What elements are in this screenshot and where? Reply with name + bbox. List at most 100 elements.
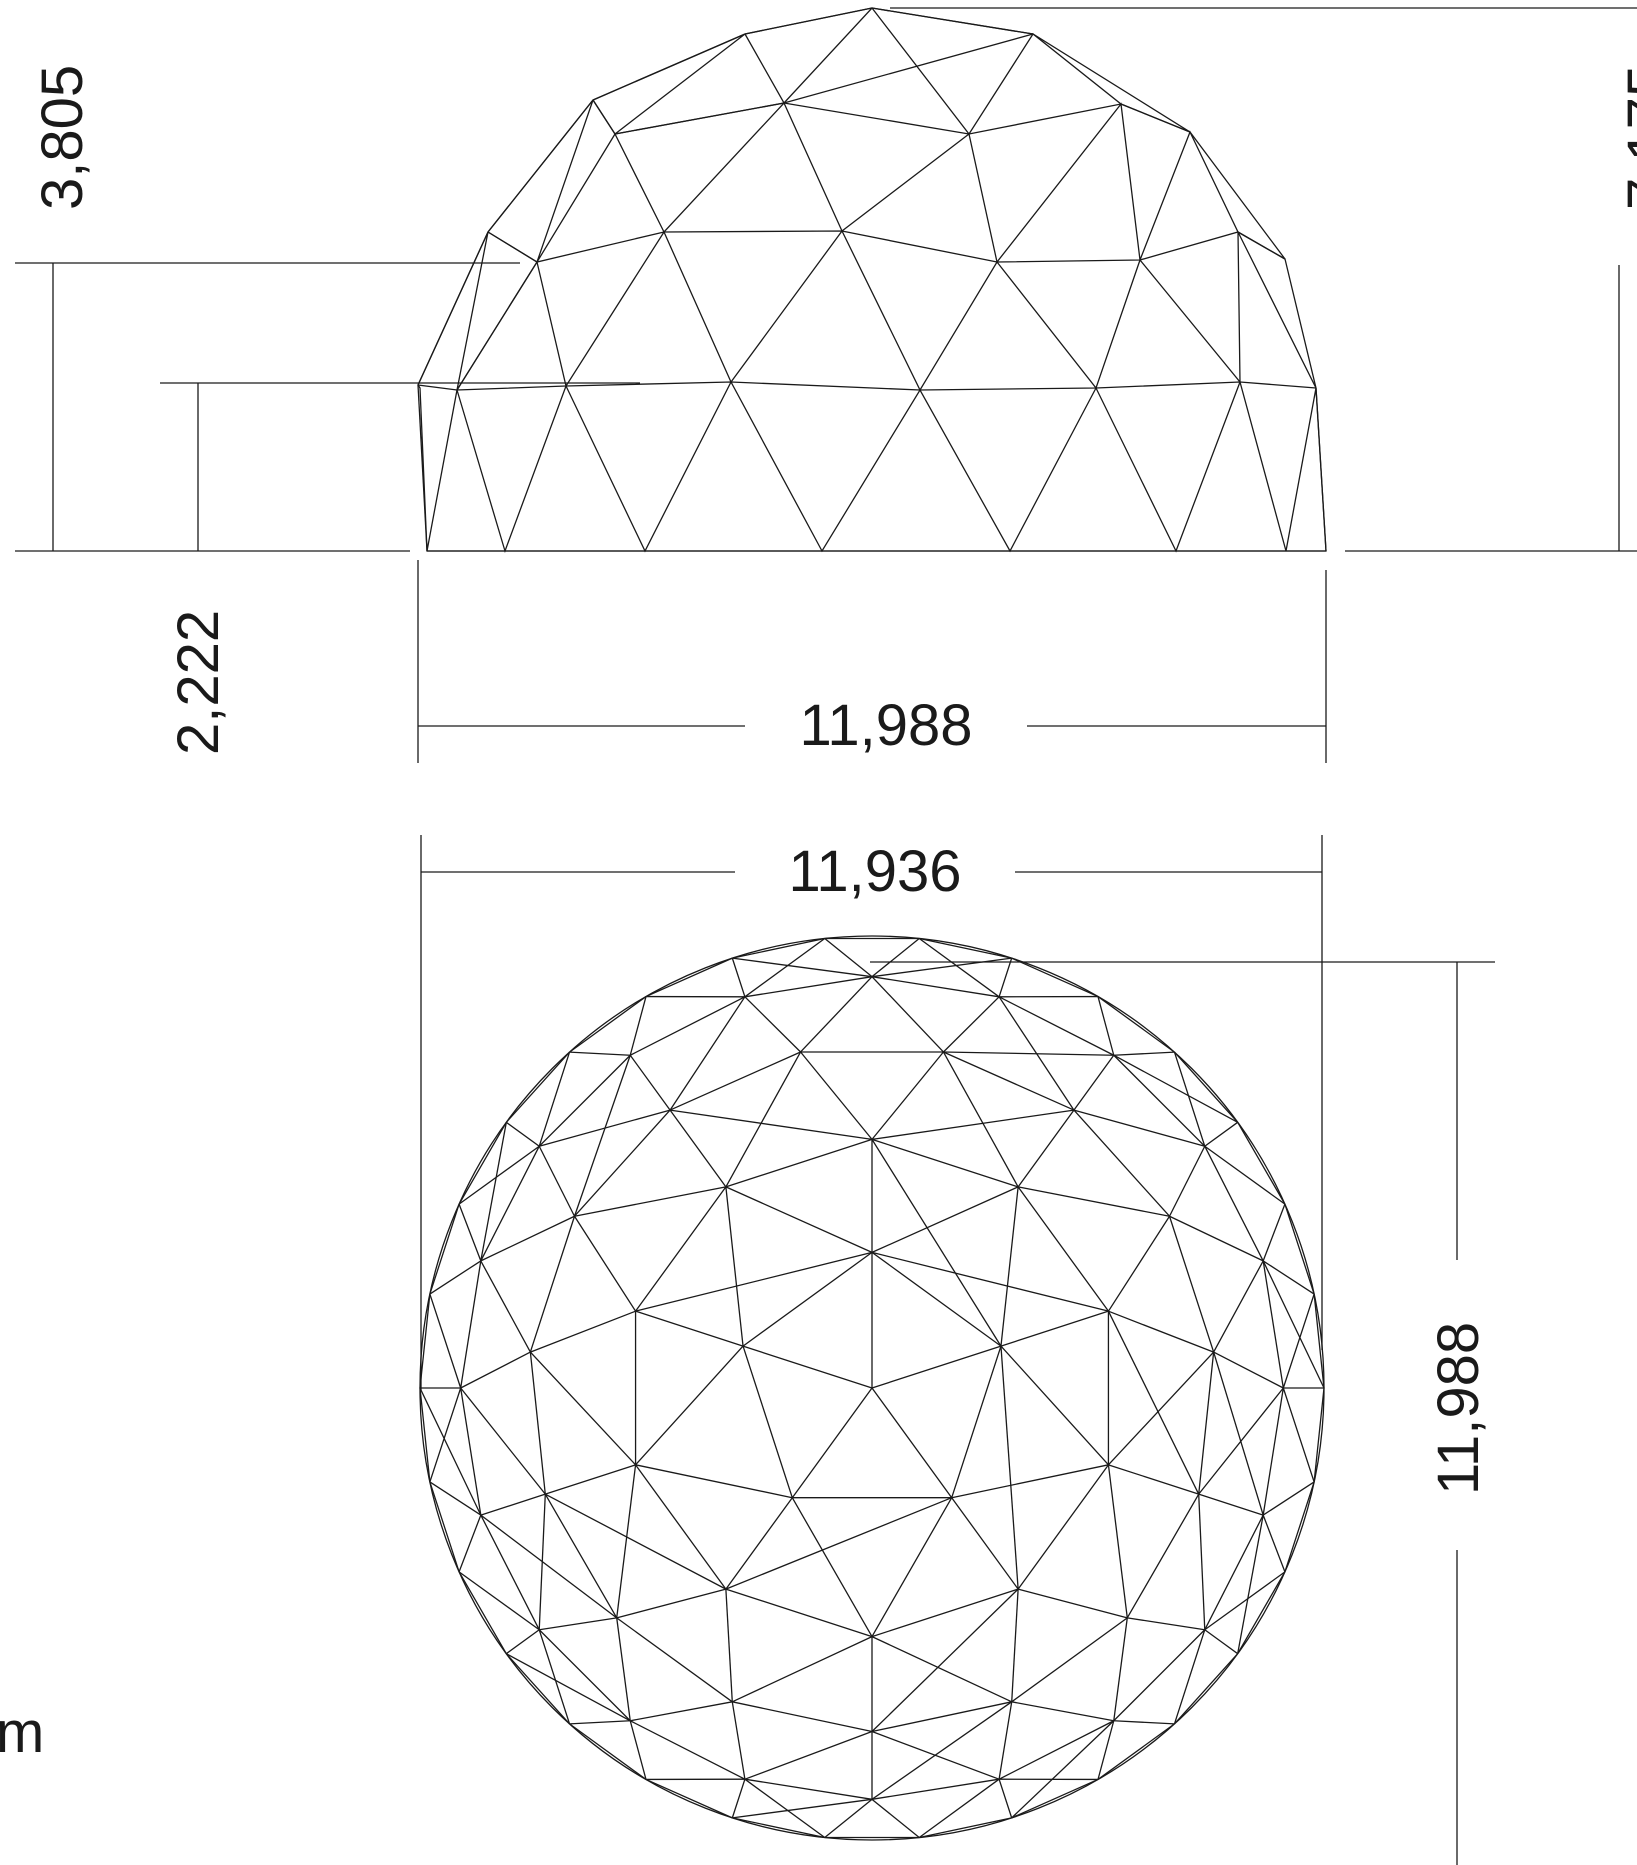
plan-strut [871,1701,1013,1800]
ring-1 [417,381,1317,391]
plan-ring-edge [871,1251,1002,1347]
unit-label: m [0,1700,44,1765]
plan-ring-edge [998,1720,1115,1780]
plan-strut [480,1260,531,1353]
plan-ring-edge [1168,1216,1215,1353]
plan-strut [871,976,944,1053]
plan-strut [530,1310,636,1353]
plan-ring-edge [529,1352,546,1495]
plan-strut [506,1653,631,1722]
plan-strut [1011,1701,1114,1722]
plan-ring-edge [744,1778,873,1800]
plan-strut [998,1701,1013,1780]
plan-strut [725,1186,873,1253]
plan-strut [824,1798,873,1839]
plan-strut [616,1588,727,1619]
plan-strut [1213,1351,1284,1389]
plan-strut [732,957,873,978]
plan-ring-edge [460,1387,482,1516]
plan-ring-edge [429,1203,460,1295]
plan-ring-edge [744,976,873,998]
plan-ring-edge [1017,1464,1109,1590]
plan-ring-edge [919,1817,1012,1839]
plan-strut [538,1051,571,1147]
plan-strut [1000,1310,1109,1347]
plan-ring-edge [1204,1514,1264,1631]
plan-strut [871,1387,953,1499]
band-2 [417,229,1317,392]
plan-dimensions: 11,936 11,988 [420,835,1495,1865]
plan-ring-edge [460,1260,482,1389]
plan-ring-edge [1097,996,1175,1053]
plan-strut [1107,1351,1215,1466]
plan-strut [635,1251,873,1312]
plan-ring-edge [635,1464,727,1590]
plan-strut [732,1798,873,1819]
plan-strut [629,996,647,1056]
plan-ring-edge [1126,1493,1200,1619]
plan-strut [918,937,1000,998]
plan-strut [458,1571,540,1631]
plan-strut [669,996,746,1111]
plan-strut [998,1778,1013,1819]
plan-strut [635,1464,793,1499]
plan-strut [1198,1494,1206,1630]
plan-strut [480,1215,575,1262]
plan-strut [800,976,873,1053]
upper-height-label: 3,805 [30,65,95,210]
plan-strut [731,1701,746,1780]
plan-strut [871,937,920,978]
plan-strut [1262,1260,1325,1389]
plan-ring-edge [574,1109,671,1217]
plan-strut [871,1345,1002,1389]
plan-strut [538,1629,571,1725]
plan-ring-edge [480,1145,540,1262]
plan-strut [429,1481,482,1516]
band-lower-edge [417,384,428,552]
plan-strut [1000,1345,1109,1466]
plan-strut [725,1497,952,1590]
plan-strut [725,1186,744,1347]
plan-ring-edge [538,1629,631,1722]
plan-strut [635,1310,744,1347]
plan-strut [458,1203,482,1262]
plan-ring-edge [871,1701,1012,1733]
plan-ring-edge [505,1051,571,1123]
plan-ring-edge [919,937,1012,959]
plan-ring-edge [1284,1203,1315,1295]
plan-ring-edge [1173,1653,1239,1725]
plan-ring-edge [629,996,746,1056]
elevation-view [417,6,1327,554]
plan-ring-edge [1237,1121,1286,1205]
plan-strut [871,1588,1019,1732]
plan-ring-edge [742,1251,873,1347]
plan-strut [824,937,873,978]
plan-ring-edge [732,1701,873,1733]
plan-strut [1000,1186,1019,1347]
plan-strut [1017,1109,1075,1188]
plan-strut [480,1514,618,1619]
band-2b [456,231,538,391]
plan-ring-edge [1237,1571,1286,1655]
plan-strut [429,1260,482,1295]
plan-ring-edge [569,996,647,1053]
plan-strut [1108,1464,1199,1495]
plan-strut [458,1145,540,1205]
plan-ring-edge [645,1778,733,1819]
plan-strut [744,937,826,998]
plan-strut [1198,1493,1264,1516]
plan-strut [791,1497,873,1637]
plan-strut [1113,1051,1175,1056]
plan-strut [1107,1215,1171,1312]
plan-ring-edge [1073,1109,1170,1217]
band-3 [487,99,1286,264]
plan-ring-edge [480,1514,540,1631]
plan-strut [1113,1617,1128,1721]
plan-strut [731,1778,746,1819]
plan-strut [1282,1387,1315,1483]
plan-strut [1000,1346,1019,1590]
plan-width-label: 11,936 [788,839,961,904]
plan-strut [871,1139,1002,1347]
plan-strut [1107,1310,1200,1495]
plan-ring-edge [1113,1054,1206,1147]
